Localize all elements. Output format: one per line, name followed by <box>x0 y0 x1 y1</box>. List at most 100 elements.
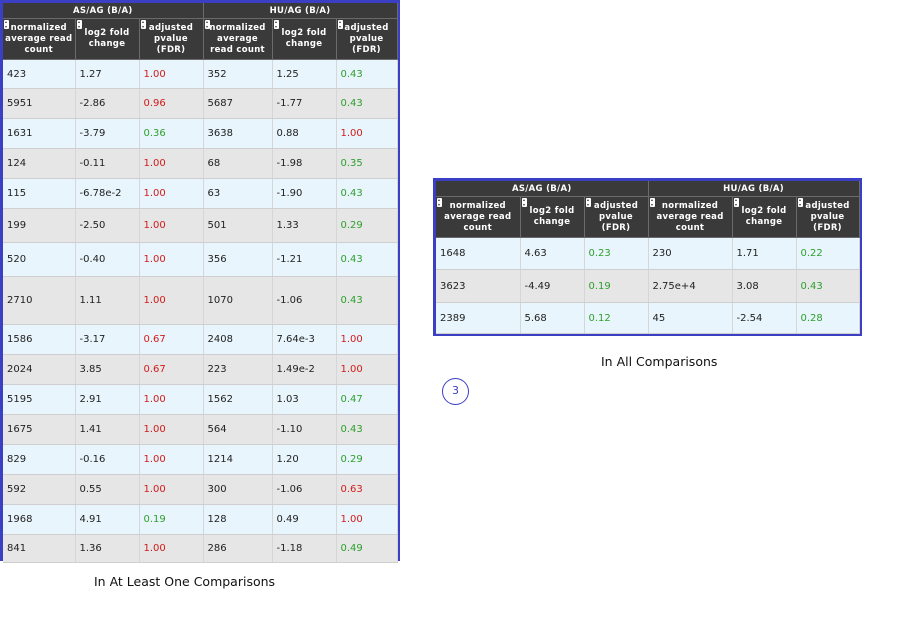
sort-arrows-icon[interactable] <box>649 198 655 207</box>
sort-arrows-icon[interactable] <box>76 20 82 29</box>
read-count-b-cell: 564 <box>203 414 273 445</box>
log2-fold-b-cell: -1.06 <box>272 474 337 505</box>
log2-fold-a-cell: 1.36 <box>75 534 140 563</box>
pvalue-a-cell: 0.19 <box>584 269 649 303</box>
log2-fold-a-cell: 1.11 <box>75 276 140 325</box>
read-count-a-cell: 199 <box>3 208 76 243</box>
table-row: 5951 -2.86 0.96 5687 -1.77 0.43 <box>3 88 398 119</box>
sort-arrows-icon[interactable] <box>585 198 591 207</box>
table-row: 1586 -3.17 0.67 2408 7.64e-3 1.00 <box>3 324 398 355</box>
log2-fold-b-cell: 1.71 <box>732 237 797 270</box>
col-header-read-count-a[interactable]: normalized average read count <box>436 196 521 238</box>
table-row: 829 -0.16 1.00 1214 1.20 0.29 <box>3 444 398 475</box>
sort-arrows-icon[interactable] <box>733 198 739 207</box>
table-row: 1675 1.41 1.00 564 -1.10 0.43 <box>3 414 398 445</box>
log2-fold-b-cell: 0.49 <box>272 504 337 535</box>
pvalue-a-cell: 1.00 <box>139 534 204 563</box>
pvalue-b-cell: 0.22 <box>796 237 860 270</box>
read-count-a-cell: 829 <box>3 444 76 475</box>
log2-fold-b-cell: -1.21 <box>272 242 337 277</box>
sort-arrows-icon[interactable] <box>4 20 9 29</box>
read-count-b-cell: 3638 <box>203 118 273 149</box>
read-count-a-cell: 3623 <box>436 269 521 303</box>
pvalue-b-cell: 0.47 <box>336 384 398 415</box>
table-row: 5195 2.91 1.00 1562 1.03 0.47 <box>3 384 398 415</box>
pvalue-b-cell: 0.43 <box>336 178 398 209</box>
log2-fold-b-cell: -1.18 <box>272 534 337 563</box>
results-table-at-least-one: AS/AG (B/A) HU/AG (B/A) normalized avera… <box>0 0 400 563</box>
read-count-a-cell: 1631 <box>3 118 76 149</box>
table-row: 199 -2.50 1.00 501 1.33 0.29 <box>3 208 398 243</box>
col-header-pvalue-a[interactable]: adjusted pvalue (FDR) <box>584 196 649 238</box>
group-header-hu-ag: HU/AG (B/A) <box>203 3 398 19</box>
read-count-a-cell: 1586 <box>3 324 76 355</box>
read-count-b-cell: 45 <box>648 302 733 334</box>
pvalue-a-cell: 1.00 <box>139 208 204 243</box>
table-row: 592 0.55 1.00 300 -1.06 0.63 <box>3 474 398 505</box>
log2-fold-a-cell: -3.79 <box>75 118 140 149</box>
read-count-b-cell: 63 <box>203 178 273 209</box>
table-row: 1648 4.63 0.23 230 1.71 0.22 <box>436 237 860 270</box>
log2-fold-a-cell: -6.78e-2 <box>75 178 140 209</box>
log2-fold-b-cell: -1.10 <box>272 414 337 445</box>
pvalue-a-cell: 0.96 <box>139 88 204 119</box>
read-count-b-cell: 2408 <box>203 324 273 355</box>
step-number-badge: 3 <box>442 378 469 405</box>
col-header-read-count-b[interactable]: normalized average read count <box>203 18 273 60</box>
read-count-b-cell: 352 <box>203 59 273 89</box>
log2-fold-b-cell: -1.90 <box>272 178 337 209</box>
sort-arrows-icon[interactable] <box>204 20 210 29</box>
pvalue-a-cell: 1.00 <box>139 59 204 89</box>
pvalue-b-cell: 1.00 <box>336 324 398 355</box>
table-row: 115 -6.78e-2 1.00 63 -1.90 0.43 <box>3 178 398 209</box>
col-header-log2-fold-b[interactable]: log2 fold change <box>272 18 337 60</box>
sort-arrows-icon[interactable] <box>521 198 527 207</box>
col-header-pvalue-a[interactable]: adjusted pvalue (FDR) <box>139 18 204 60</box>
table-row: 1631 -3.79 0.36 3638 0.88 1.00 <box>3 118 398 149</box>
pvalue-b-cell: 0.43 <box>336 59 398 89</box>
log2-fold-b-cell: 1.49e-2 <box>272 354 337 385</box>
col-header-log2-fold-a[interactable]: log2 fold change <box>520 196 585 238</box>
sort-arrows-icon[interactable] <box>337 20 343 29</box>
sort-arrows-icon[interactable] <box>140 20 146 29</box>
table-row: 841 1.36 1.00 286 -1.18 0.49 <box>3 534 398 563</box>
read-count-b-cell: 1070 <box>203 276 273 325</box>
pvalue-a-cell: 0.23 <box>584 237 649 270</box>
group-header-hu-ag: HU/AG (B/A) <box>648 181 860 197</box>
pvalue-a-cell: 0.67 <box>139 324 204 355</box>
col-header-log2-fold-b[interactable]: log2 fold change <box>732 196 797 238</box>
col-header-log2-fold-a[interactable]: log2 fold change <box>75 18 140 60</box>
log2-fold-a-cell: -0.16 <box>75 444 140 475</box>
group-header-as-ag: AS/AG (B/A) <box>3 3 204 19</box>
read-count-a-cell: 423 <box>3 59 76 89</box>
table-row: 520 -0.40 1.00 356 -1.21 0.43 <box>3 242 398 277</box>
log2-fold-a-cell: -0.40 <box>75 242 140 277</box>
read-count-b-cell: 286 <box>203 534 273 563</box>
results-table-all: AS/AG (B/A) HU/AG (B/A) normalized avera… <box>433 178 862 336</box>
col-header-pvalue-b[interactable]: adjusted pvalue (FDR) <box>796 196 860 238</box>
log2-fold-b-cell: -1.98 <box>272 148 337 179</box>
sort-arrows-icon[interactable] <box>437 198 442 207</box>
sort-arrows-icon[interactable] <box>273 20 279 29</box>
table-row: 2024 3.85 0.67 223 1.49e-2 1.00 <box>3 354 398 385</box>
log2-fold-a-cell: 4.91 <box>75 504 140 535</box>
log2-fold-a-cell: -2.50 <box>75 208 140 243</box>
log2-fold-a-cell: 3.85 <box>75 354 140 385</box>
log2-fold-a-cell: 4.63 <box>520 237 585 270</box>
col-header-pvalue-b[interactable]: adjusted pvalue (FDR) <box>336 18 398 60</box>
read-count-a-cell: 2710 <box>3 276 76 325</box>
read-count-b-cell: 1562 <box>203 384 273 415</box>
data-table-left: AS/AG (B/A) HU/AG (B/A) normalized avera… <box>3 3 398 563</box>
read-count-a-cell: 2389 <box>436 302 521 334</box>
read-count-a-cell: 1648 <box>436 237 521 270</box>
pvalue-a-cell: 1.00 <box>139 178 204 209</box>
pvalue-b-cell: 0.43 <box>336 88 398 119</box>
log2-fold-a-cell: -2.86 <box>75 88 140 119</box>
log2-fold-a-cell: -3.17 <box>75 324 140 355</box>
read-count-a-cell: 5951 <box>3 88 76 119</box>
col-header-read-count-a[interactable]: normalized average read count <box>3 18 76 60</box>
col-header-read-count-b[interactable]: normalized average read count <box>648 196 733 238</box>
table-row: 2710 1.11 1.00 1070 -1.06 0.43 <box>3 276 398 325</box>
table-row: 124 -0.11 1.00 68 -1.98 0.35 <box>3 148 398 179</box>
sort-arrows-icon[interactable] <box>797 198 803 207</box>
